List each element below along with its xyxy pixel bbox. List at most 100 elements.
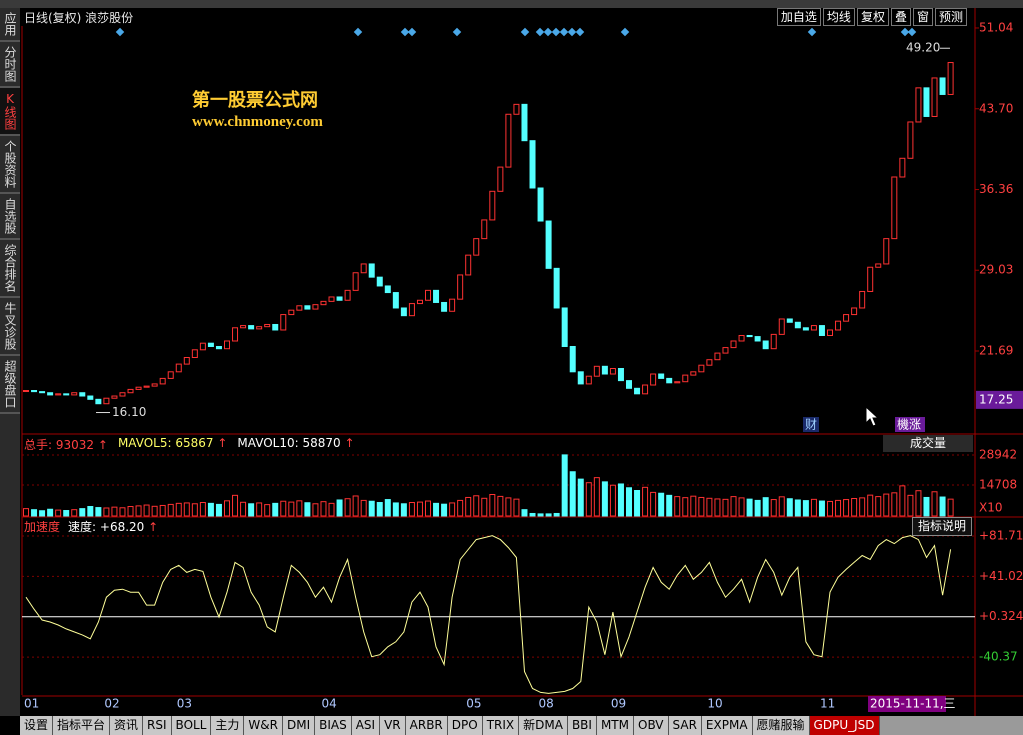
volume-bar [47, 508, 54, 517]
sidebar-item[interactable]: 个股资料 [0, 136, 20, 194]
signal-diamond [575, 27, 585, 37]
volume-bar [207, 502, 214, 517]
volume-bar [296, 500, 303, 517]
dropdown[interactable]: 成交量 [883, 435, 973, 452]
tab[interactable]: BOLL [171, 716, 212, 735]
sidebar-item[interactable]: 分时图 [0, 42, 20, 88]
tab[interactable]: 新DMA [519, 716, 568, 735]
y-tick-label: 14708 [979, 478, 1017, 492]
volume-bar [690, 495, 697, 517]
signal-bg [803, 417, 819, 432]
volume-bar [754, 499, 761, 517]
signal-diamond [535, 27, 545, 37]
volume-bar [23, 508, 29, 517]
candle [843, 314, 850, 322]
tab[interactable]: BIAS [315, 716, 352, 735]
tab[interactable]: BBI [567, 716, 597, 735]
sidebar-item[interactable]: 应用 [0, 8, 20, 42]
legend-value: 58870 [302, 436, 341, 450]
candle [215, 345, 222, 350]
volume-bar [264, 504, 271, 517]
volume-bar [215, 503, 222, 517]
sidebar-item[interactable]: 自选股 [0, 194, 20, 240]
candle [232, 327, 239, 342]
volume-bar [923, 496, 930, 517]
toolbar-button[interactable]: 复权 [856, 8, 889, 26]
tab[interactable]: 资讯 [110, 716, 144, 735]
watermark-url: www.chnmoney.com [192, 114, 323, 130]
volume-bar [899, 485, 906, 517]
tab[interactable]: 愿赌服输 [752, 716, 810, 735]
candle [224, 340, 230, 350]
tab[interactable]: 主力 [211, 716, 245, 735]
signal-diamond [452, 27, 462, 37]
candle [272, 323, 279, 331]
tab[interactable]: ASI [351, 716, 381, 735]
signal-diamond [520, 27, 530, 37]
tab[interactable]: W&R [244, 716, 283, 735]
sidebar-item[interactable]: 超级盘口 [0, 356, 20, 414]
tab[interactable]: EXPMA [701, 716, 753, 735]
indicator-help-button[interactable]: 指标说明 [912, 517, 972, 536]
volume-bar [336, 499, 343, 517]
tab[interactable]: ARBR [405, 716, 448, 735]
candle [513, 103, 520, 115]
tab[interactable]: SAR [668, 716, 702, 735]
candle [360, 263, 367, 274]
tab[interactable]: 指标平台 [53, 716, 111, 735]
indicator-header: 加速度 速度+68.20 [24, 518, 158, 535]
candle [143, 385, 150, 388]
volume-bar [240, 501, 247, 517]
tab[interactable]: 设置 [20, 716, 54, 735]
candle [883, 238, 890, 265]
tab[interactable]: OBV [634, 716, 669, 735]
volume-legend: 总手93032 MAVOL565867 MAVOL1058870 [24, 436, 355, 453]
signal-diamond [543, 27, 553, 37]
tab[interactable]: RSI [143, 716, 172, 735]
tab[interactable]: DPO [447, 716, 483, 735]
volume-bar [256, 502, 263, 517]
toolbar-button[interactable]: 预测 [934, 8, 967, 26]
readout-value: +68.20 [99, 520, 145, 534]
tab[interactable]: DMI [282, 716, 316, 735]
candle [722, 347, 729, 354]
volume-bar [875, 496, 882, 517]
toolbar-button[interactable]: 加自选 [776, 8, 821, 26]
volume-bar [384, 499, 391, 517]
volume-bar [39, 510, 46, 517]
volume-bar [71, 509, 78, 517]
toolbar-button[interactable]: 均线 [822, 8, 855, 26]
x-tick-label: 04 [321, 697, 336, 711]
date-label: 2015-11-11,三 [870, 697, 956, 711]
candle [585, 375, 592, 385]
sidebar-item[interactable]: 综合排名 [0, 240, 20, 298]
sidebar-item[interactable]: 牛叉诊股 [0, 298, 20, 356]
volume-bar [626, 487, 632, 517]
volume-bar [103, 507, 110, 517]
y-tick-label: 43.70 [979, 101, 1013, 115]
candle [47, 392, 54, 396]
candle [328, 296, 335, 302]
volume-bar [248, 503, 255, 517]
tab[interactable]: MTM [596, 716, 634, 735]
candle [642, 384, 649, 395]
candle [907, 121, 914, 159]
y-tick-label: 29.03 [979, 263, 1013, 277]
candle [433, 289, 440, 303]
tab[interactable]: TRIX [482, 716, 520, 735]
tab[interactable]: VR [380, 716, 406, 735]
signal-diamond [115, 27, 125, 37]
volume-bar [585, 482, 592, 517]
volume-bar [433, 502, 440, 517]
toolbar-button[interactable]: 窗 [912, 8, 933, 26]
toolbar-button[interactable]: 叠 [890, 8, 911, 26]
tab[interactable]: GDPU_JSD [809, 716, 880, 735]
candle [947, 62, 954, 95]
tab-bar: 设置 指标平台 资讯 RSI BOLL 主力 W&R DMI BIAS ASI VR ARBR DPO T… [20, 716, 1023, 735]
low-label: 16.10 [112, 405, 146, 419]
volume-bar [328, 502, 335, 517]
candle [425, 289, 431, 301]
sidebar-item[interactable]: K线图 [0, 88, 20, 136]
candle [601, 365, 608, 375]
signal-diamond [559, 27, 569, 37]
